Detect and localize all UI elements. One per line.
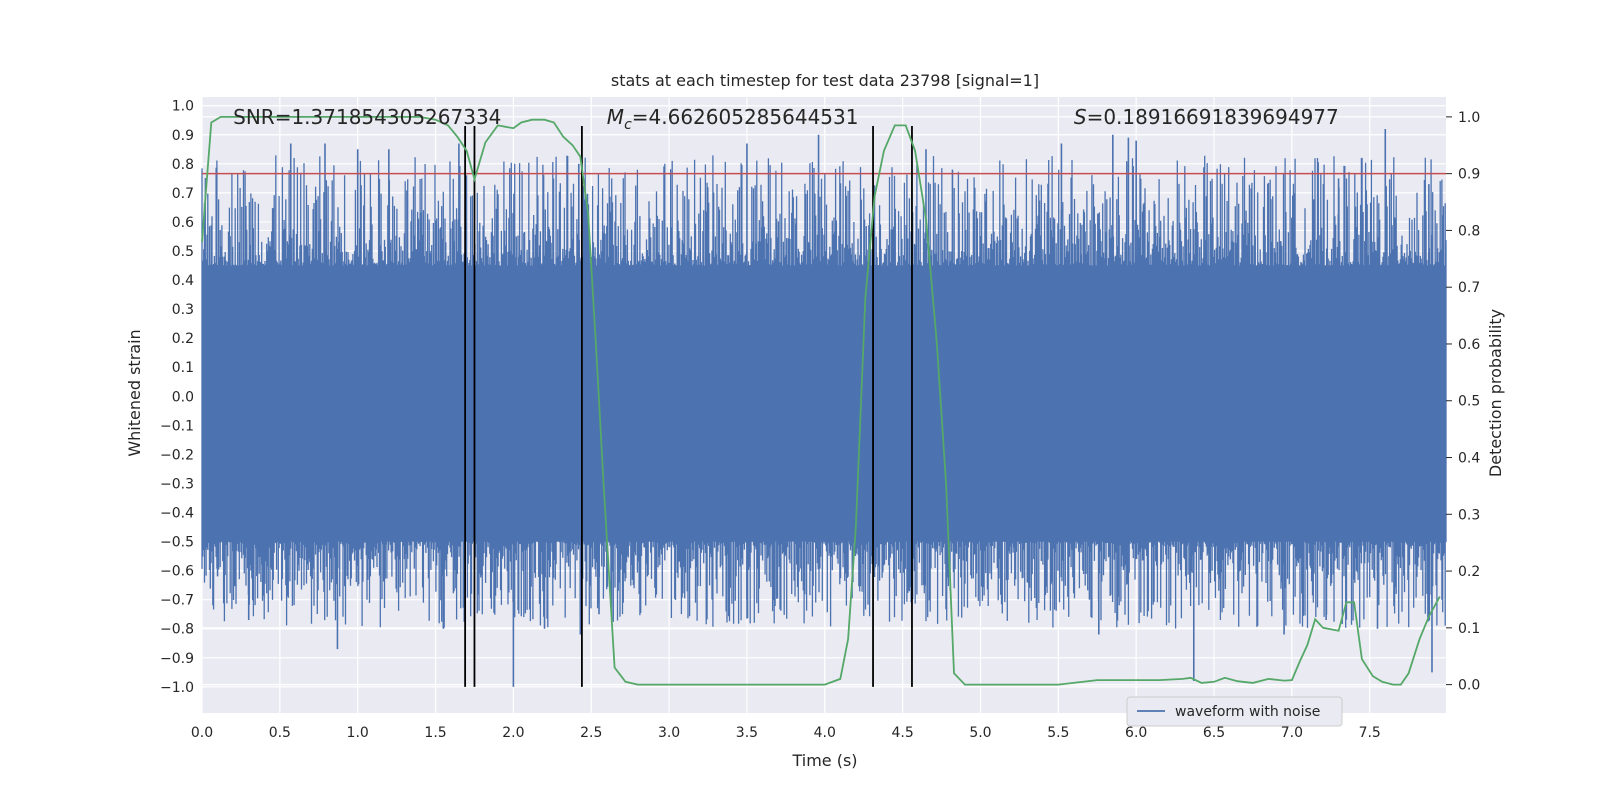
stat-annotation-label: SNR (233, 105, 275, 129)
stat-annotation-value: =1.371854305267334 (275, 105, 502, 129)
stat-annotation-value: =0.18916691839694977 (1087, 105, 1339, 129)
legend: waveform with noise (1126, 696, 1343, 727)
y-left-tick-label: 0.5 (172, 244, 194, 260)
annotations: SNR=1.371854305267334 Mc=4.66260528564453… (233, 105, 1339, 133)
y-left-tick-label: −0.6 (160, 564, 194, 580)
waveform-noise (201, 155, 1447, 629)
stat-annotation-label: M (607, 105, 624, 129)
y-right-tick-label: 0.9 (1458, 167, 1480, 183)
legend-box (1126, 696, 1343, 727)
y-left-tick-label: −0.2 (160, 447, 194, 463)
y-right-tick-label: 0.4 (1458, 451, 1480, 467)
y-left-tick-label: −0.4 (160, 506, 194, 522)
y-left-tick-label: 0.0 (172, 389, 194, 405)
y-left-tick-label: −0.7 (160, 593, 194, 609)
x-axis-label: Time (s) (791, 751, 857, 770)
y-left-tick-label: −0.9 (160, 651, 194, 667)
x-tick-label: 7.5 (1359, 725, 1381, 741)
y-right-tick-label: 1.0 (1458, 110, 1480, 126)
y-left-tick-label: 0.4 (172, 273, 194, 289)
probability-series (201, 116, 1441, 686)
x-tick-label: 3.0 (658, 725, 680, 741)
stat-annotation: Mc=4.662605285644531 (607, 105, 859, 133)
y-right-tick-label: 0.0 (1458, 678, 1480, 694)
x-tick-label: 6.5 (1203, 725, 1225, 741)
y-axis-label-left: Whitened strain (125, 329, 144, 456)
stat-annotation-label: S (1074, 105, 1087, 129)
y-left-tick-label: 0.1 (172, 360, 194, 376)
y-right-tick-label: 0.5 (1458, 394, 1480, 410)
waveform-series (201, 128, 1447, 687)
x-tick-label: 1.0 (347, 725, 369, 741)
x-tick-label: 4.5 (891, 725, 913, 741)
stat-annotation: S=0.18916691839694977 (1074, 105, 1339, 129)
y-left-tick-label: 0.2 (172, 331, 194, 347)
x-tick-label: 5.5 (1047, 725, 1069, 741)
x-tick-label: 7.0 (1281, 725, 1303, 741)
x-tick-label: 3.5 (736, 725, 758, 741)
y-left-tick-label: 0.8 (172, 157, 194, 173)
y-left-tick-label: 1.0 (172, 99, 194, 115)
stat-annotation-subscript: c (624, 117, 632, 133)
y-left-tick-label: −0.1 (160, 418, 194, 434)
x-tick-label: 4.0 (814, 725, 836, 741)
y-left-tick-label: −1.0 (160, 680, 194, 696)
x-tick-label: 1.5 (424, 725, 446, 741)
y-left-tick-label: −0.3 (160, 476, 194, 492)
y-left-tick-label: 0.6 (172, 215, 194, 231)
y-axis-label-right: Detection probability (1486, 309, 1505, 477)
y-left-tick-label: −0.8 (160, 622, 194, 638)
y-left-tick-label: 0.9 (172, 128, 194, 144)
x-tick-label: 0.5 (269, 725, 291, 741)
y-right-tick-label: 0.7 (1458, 280, 1480, 296)
y-right-tick-label: 0.8 (1458, 223, 1480, 239)
x-tick-label: 2.5 (580, 725, 602, 741)
probability-line (201, 116, 1441, 686)
x-tick-label: 0.0 (191, 725, 213, 741)
stat-annotation: SNR=1.371854305267334 (233, 105, 501, 129)
x-tick-label: 2.0 (502, 725, 524, 741)
x-tick-label: 5.0 (969, 725, 991, 741)
y-right-tick-label: 0.2 (1458, 564, 1480, 580)
y-left-tick-label: 0.7 (172, 186, 194, 202)
legend-label: waveform with noise (1175, 704, 1320, 720)
y-right-tick-label: 0.3 (1458, 507, 1480, 523)
y-right-tick-label: 0.6 (1458, 337, 1480, 353)
y-left-tick-label: 0.3 (172, 302, 194, 318)
x-tick-label: 6.0 (1125, 725, 1147, 741)
axes: 0.0 0.5 1.0 1.5 2.0 2.5 3.0 3.5 4.0 4.5 5.0 5.5 6.0 6… (160, 99, 1480, 741)
chart-title: stats at each timestep for test data 237… (611, 71, 1039, 90)
y-right-tick-label: 0.1 (1458, 621, 1480, 637)
y-left-tick-label: −0.5 (160, 535, 194, 551)
stat-annotation-value: =4.662605285644531 (632, 105, 859, 129)
